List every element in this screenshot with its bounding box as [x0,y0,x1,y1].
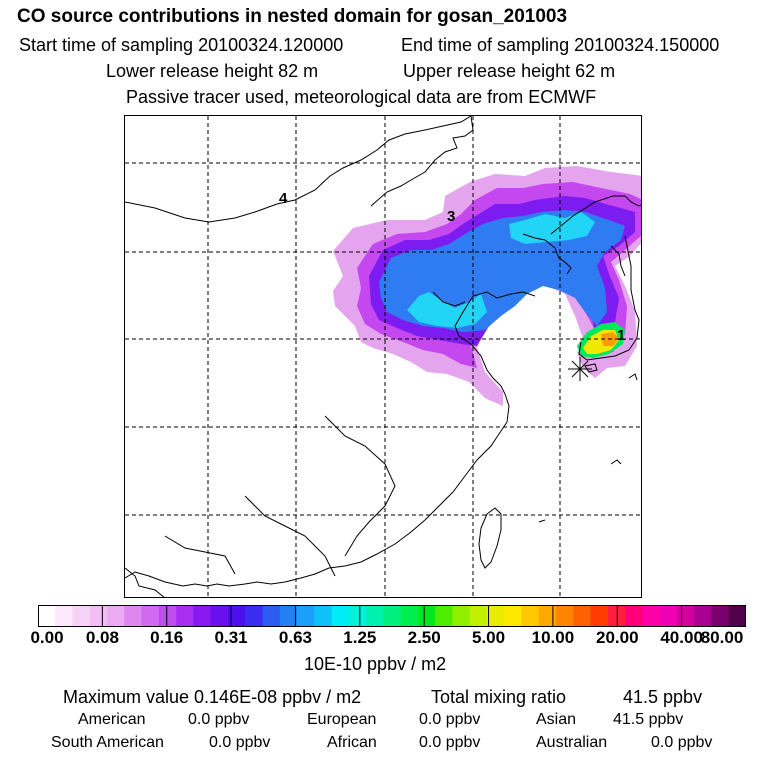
colorbar-segment [297,605,315,627]
colorbar-segment [348,605,367,627]
colorbar-tick-label: 0.16 [150,628,184,647]
colorbar-segment [193,605,212,627]
marker-4: 4 [279,190,288,207]
colorbar-segment [538,605,557,627]
chart-title: CO source contributions in nested domain… [17,6,568,27]
colorbar-segment [89,605,108,627]
european-value: 0.0 ppbv [419,711,481,728]
colorbar [38,605,746,627]
marker-1: 1 [617,327,625,344]
colorbar-segment [227,605,246,627]
map-panel: 4 3 1 [124,115,642,598]
colorbar-segment [676,605,695,627]
colorbar-segment [486,605,505,627]
colorbar-segment [400,605,419,627]
australian-label: Australian [536,734,608,751]
colorbar-tick-label: 1.25 [343,628,377,647]
maximum-value: Maximum value 0.146E-08 ppbv / m2 [63,687,362,707]
total-mixing-label: Total mixing ratio [431,687,567,707]
colorbar-segment [158,605,177,627]
colorbar-tick-label: 0.08 [85,628,119,647]
map-markers: 4 3 1 [279,190,625,344]
colorbar-segment [521,605,540,627]
colorbar-tick-label: 5.00 [471,628,506,647]
colorbar-tick-label: 2.50 [407,628,441,647]
colorbar-segment [711,605,730,627]
total-mixing-value: 41.5 ppbv [623,687,703,707]
colorbar-segment [642,605,661,627]
asian-label: Asian [536,711,577,728]
south-american-label: South American [51,734,164,751]
jeju-outline [584,363,598,373]
colorbar-tick-label: 0.63 [278,628,312,647]
colorbar-segment [417,605,436,627]
colorbar-segment [176,605,195,627]
colorbar-segment [366,605,384,627]
marker-3: 3 [447,208,455,225]
colorbar-segment [124,605,143,627]
colorbar-segment [107,605,125,627]
lower-release-height: Lower release height 82 m [106,61,319,81]
african-label: African [327,734,377,751]
colorbar-tick-label: 0.00 [30,628,64,647]
tracer-note: Passive tracer used, meteorological data… [126,87,597,107]
colorbar-segment [55,605,74,627]
taiwan-outline [478,507,502,569]
colorbar-segment [38,605,56,627]
colorbar-segment [625,605,643,627]
colorbar-tick-label: 10.00 [531,628,575,647]
colorbar-segment [72,605,91,627]
map-canvas: 4 3 1 [125,116,641,597]
colorbar-segment [504,605,523,627]
colorbar-segment [590,605,609,627]
asian-value: 41.5 ppbv [613,711,684,728]
colorbar-segment [728,605,746,627]
african-value: 0.0 ppbv [419,734,481,751]
upper-release-height: Upper release height 62 m [403,61,616,81]
colorbar-units: 10E-10 ppbv / m2 [304,654,447,674]
colorbar-segment [435,605,454,627]
asterisk-icon [568,357,592,381]
australian-value: 0.0 ppbv [651,734,713,751]
south-american-value: 0.0 ppbv [209,734,271,751]
colorbar-tick-label: 40.00 [660,628,703,647]
colorbar-segment [279,605,298,627]
start-time-label: Start time of sampling 20100324.120000 [19,35,344,55]
colorbar-segment [659,605,678,627]
colorbar-segment [210,605,229,627]
american-value: 0.0 ppbv [188,711,250,728]
colorbar-segment [694,605,713,627]
colorbar-tick-label: 20.00 [595,628,639,647]
map-grid [125,116,641,597]
european-label: European [307,711,377,728]
colorbar-tick-label: 80.00 [700,628,744,647]
colorbar-border [38,605,746,627]
colorbar-segment [314,605,333,627]
colorbar-segment [245,605,264,627]
coastlines [125,116,641,597]
colorbar-tick-label: 0.31 [214,628,248,647]
plume-field [333,166,641,406]
colorbar-segment [469,605,488,627]
colorbar-segment [141,605,160,627]
end-time-label: End time of sampling 20100324.150000 [401,35,720,55]
colorbar-segment [452,605,471,627]
colorbar-segment [556,605,574,627]
colorbar-segment [573,605,592,627]
colorbar-segment [383,605,402,627]
plume-cyan [407,292,487,328]
american-label: American [78,711,146,728]
colorbar-segment [331,605,350,627]
colorbar-segment [262,605,281,627]
